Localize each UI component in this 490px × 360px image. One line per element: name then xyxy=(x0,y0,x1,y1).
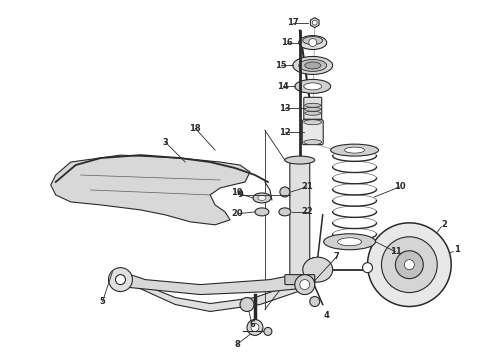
Ellipse shape xyxy=(299,59,327,71)
Circle shape xyxy=(116,275,125,285)
Text: 16: 16 xyxy=(281,38,293,47)
Text: 4: 4 xyxy=(324,311,330,320)
Text: 2: 2 xyxy=(369,241,375,250)
Ellipse shape xyxy=(331,144,378,156)
Ellipse shape xyxy=(304,83,322,90)
Text: 6: 6 xyxy=(249,320,255,329)
Ellipse shape xyxy=(324,234,375,250)
Text: 11: 11 xyxy=(390,247,401,256)
Text: 15: 15 xyxy=(275,61,287,70)
Circle shape xyxy=(404,260,415,270)
Circle shape xyxy=(264,328,272,336)
Circle shape xyxy=(368,223,451,306)
Ellipse shape xyxy=(305,111,321,115)
Text: 2: 2 xyxy=(441,220,447,229)
Ellipse shape xyxy=(285,156,315,164)
Circle shape xyxy=(395,251,423,279)
Text: 13: 13 xyxy=(279,104,291,113)
Circle shape xyxy=(280,187,290,197)
Circle shape xyxy=(300,280,310,289)
Text: 12: 12 xyxy=(279,128,291,137)
Ellipse shape xyxy=(303,257,333,282)
Ellipse shape xyxy=(338,238,362,246)
Text: 17: 17 xyxy=(287,18,298,27)
Text: 14: 14 xyxy=(277,82,289,91)
Text: 18: 18 xyxy=(189,124,201,133)
Text: 9: 9 xyxy=(237,190,243,199)
Text: 3: 3 xyxy=(162,138,168,147)
Ellipse shape xyxy=(305,62,321,69)
Ellipse shape xyxy=(295,80,331,93)
Circle shape xyxy=(363,263,372,273)
Text: 8: 8 xyxy=(234,340,240,349)
Text: 7: 7 xyxy=(334,252,340,261)
Circle shape xyxy=(247,319,263,336)
FancyBboxPatch shape xyxy=(285,275,315,285)
Polygon shape xyxy=(51,155,250,225)
Ellipse shape xyxy=(304,140,322,145)
Polygon shape xyxy=(311,18,319,28)
Circle shape xyxy=(312,20,317,25)
FancyBboxPatch shape xyxy=(304,97,322,119)
Ellipse shape xyxy=(258,195,266,201)
Circle shape xyxy=(251,323,259,332)
Ellipse shape xyxy=(303,37,323,45)
Ellipse shape xyxy=(299,36,327,50)
Text: 21: 21 xyxy=(301,183,313,192)
Ellipse shape xyxy=(279,208,291,216)
FancyBboxPatch shape xyxy=(290,158,310,282)
Polygon shape xyxy=(121,280,310,311)
Text: 22: 22 xyxy=(301,207,313,216)
Circle shape xyxy=(382,237,437,293)
Ellipse shape xyxy=(304,120,322,125)
Text: 1: 1 xyxy=(454,245,460,254)
Circle shape xyxy=(108,268,132,292)
Circle shape xyxy=(310,297,319,306)
Text: 10: 10 xyxy=(393,183,405,192)
Ellipse shape xyxy=(305,103,321,107)
Ellipse shape xyxy=(253,193,271,203)
Text: 5: 5 xyxy=(99,297,105,306)
Polygon shape xyxy=(116,272,319,294)
Ellipse shape xyxy=(255,208,269,216)
Circle shape xyxy=(240,298,254,311)
Text: 20: 20 xyxy=(231,210,243,219)
Ellipse shape xyxy=(344,147,365,153)
Circle shape xyxy=(295,275,315,294)
Circle shape xyxy=(309,39,317,46)
Text: 19: 19 xyxy=(231,188,243,197)
Ellipse shape xyxy=(305,107,321,111)
Ellipse shape xyxy=(293,57,333,75)
FancyBboxPatch shape xyxy=(302,120,323,145)
